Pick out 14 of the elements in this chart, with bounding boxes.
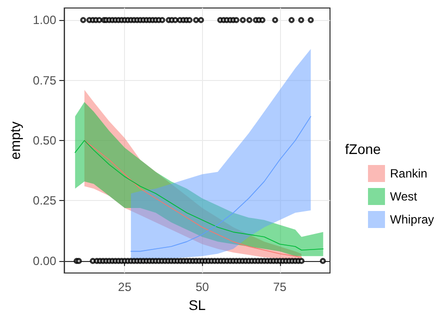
y-tick-label: 0.75 xyxy=(32,73,57,88)
x-tick-label: 75 xyxy=(273,280,287,294)
y-tick-label: 0.00 xyxy=(32,254,57,268)
x-tick-label: 50 xyxy=(196,280,210,294)
y-axis-title: empty xyxy=(7,121,23,160)
x-tick-label: 25 xyxy=(118,280,132,294)
legend-label: Rankin xyxy=(390,166,428,180)
x-axis-title: SL xyxy=(188,296,206,313)
legend-label: West xyxy=(390,190,418,204)
legend-label: Whipray xyxy=(390,212,434,226)
y-tick-label: 0.50 xyxy=(32,134,57,148)
legend-title: fZone xyxy=(345,141,382,157)
y-tick-label: 1.00 xyxy=(32,13,57,28)
y-tick-label: 0.25 xyxy=(32,194,57,208)
